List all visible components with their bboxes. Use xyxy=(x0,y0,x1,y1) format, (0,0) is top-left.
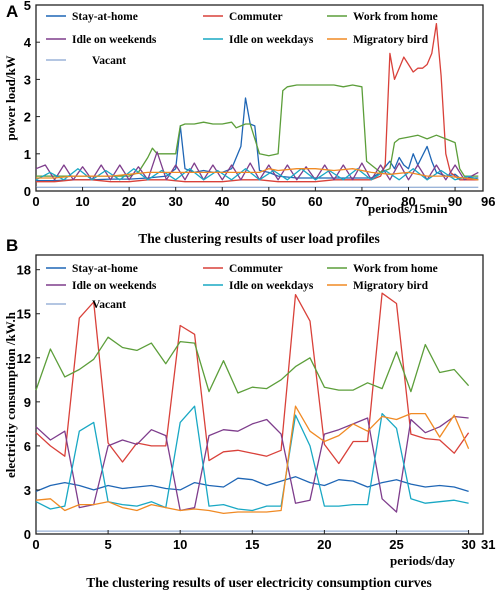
chart-b-x-tick-label: 15 xyxy=(245,537,259,552)
chart-a-y-tick-label: 2 xyxy=(24,110,31,125)
chart-b-panel-label: B xyxy=(6,236,18,255)
chart-a-x-tick-label: 80 xyxy=(401,194,415,209)
chart-a-legend-label-commuter: Commuter xyxy=(229,11,283,23)
chart-a-x-ticks: 0 10 20 30 40 50 60 70 80 90 96 xyxy=(32,187,495,209)
chart-a-x-tick-label: 0 xyxy=(32,194,39,209)
chart-b-y-tick-label: 12 xyxy=(17,351,31,366)
chart-a-plot-frame xyxy=(35,4,484,192)
chart-b-y-tick-label: 6 xyxy=(24,439,31,454)
chart-a-x-tick-label: 50 xyxy=(262,194,276,209)
chart-a-x-tick-label: 60 xyxy=(308,194,322,209)
chart-a-x-tick-label: 70 xyxy=(355,194,369,209)
chart-b-series-work-from-home xyxy=(35,336,470,394)
chart-a-y-ticks: 0 1 2 3 4 5 xyxy=(24,0,40,199)
chart-b-x-tick-label: 20 xyxy=(317,537,331,552)
chart-a-y-tick-label: 4 xyxy=(24,35,32,50)
chart-b-series-commuter xyxy=(35,292,470,465)
chart-b-series-stay-at-home xyxy=(35,476,469,493)
chart-a-title: The clustering results of user load prof… xyxy=(138,231,380,246)
chart-a-series-stay-at-home xyxy=(36,97,479,182)
chart-b-legend-label-idle-on-weekends: Idle on weekends xyxy=(72,280,157,292)
chart-a-y-tick-label: 3 xyxy=(24,72,31,87)
chart-b-legend-label-migratory-bird: Migratory bird xyxy=(353,280,429,292)
chart-b-x-axis-label: periods/day xyxy=(390,553,456,568)
chart-a-y-tick-label: 1 xyxy=(24,147,31,162)
chart-b-x-tick-label: 0 xyxy=(32,537,39,552)
chart-a-x-tick-label: 10 xyxy=(75,194,89,209)
chart-b-y-axis-label: electricity consumption /kW.h xyxy=(3,311,18,478)
chart-a-legend-label-stay-at-home: Stay-at-home xyxy=(72,11,138,23)
chart-b-legend-label-idle-on-weekdays: Idle on weekdays xyxy=(229,280,314,292)
chart-b-legend-label-commuter: Commuter xyxy=(229,263,283,275)
chart-b-title: The clustering results of user electrici… xyxy=(86,575,432,590)
chart-b-x-tick-label: 31 xyxy=(481,537,495,552)
chart-b-y-tick-label: 18 xyxy=(17,263,31,278)
chart-b-x-tick-label: 30 xyxy=(461,537,475,552)
chart-b-series-group xyxy=(35,292,470,532)
chart-a-y-tick-label: 5 xyxy=(24,0,31,13)
chart-b-y-ticks: 0 3 6 9 12 15 18 xyxy=(17,263,40,542)
chart-a-x-tick-label: 90 xyxy=(448,194,462,209)
chart-a-series-idle-on-weekends xyxy=(35,151,479,181)
chart-a-legend-label-idle-on-weekdays: Idle on weekdays xyxy=(229,34,314,46)
chart-b-y-tick-label: 0 xyxy=(24,527,31,542)
chart-b-x-tick-label: 25 xyxy=(389,537,403,552)
chart-a-legend-label-idle-on-weekends: Idle on weekends xyxy=(72,34,157,46)
chart-a-y-axis-label: power load/kW xyxy=(3,55,18,140)
chart-b-series-idle-on-weekdays xyxy=(35,405,469,512)
chart-a-x-axis-label: periods/15min xyxy=(368,201,448,216)
chart-a-legend-label-work-from-home: Work from home xyxy=(353,11,438,23)
chart-b-x-tick-label: 10 xyxy=(173,537,187,552)
chart-a-legend-label-vacant: Vacant xyxy=(92,55,126,67)
chart-b-legend-label-work-from-home: Work from home xyxy=(353,263,438,275)
chart-b-legend-label-vacant: Vacant xyxy=(92,299,126,311)
chart-a: A 0 10 20 30 40 50 60 70 80 90 96 0 1 2 3 4 5 Stay-at-h… xyxy=(3,0,495,246)
chart-b-legend-label-stay-at-home: Stay-at-home xyxy=(72,263,138,275)
chart-a-x-tick-label: 40 xyxy=(215,194,229,209)
chart-a-series-commuter xyxy=(36,22,479,183)
chart-b-x-tick-label: 5 xyxy=(104,537,111,552)
chart-a-x-tick-label: 96 xyxy=(481,194,495,209)
chart-a-series-migratory-bird xyxy=(36,168,479,181)
chart-b-plot-frame xyxy=(35,254,484,535)
chart-b-series-migratory-bird xyxy=(35,405,470,515)
chart-b-y-tick-label: 9 xyxy=(24,395,31,410)
chart-a-gridless-area xyxy=(35,4,484,192)
chart-a-series-group xyxy=(35,22,479,188)
chart-b-series-idle-on-weekends xyxy=(35,415,469,513)
chart-a-legend: Stay-at-home Commuter Work from home Idle o… xyxy=(46,11,438,67)
chart-b-x-ticks: 0 5 10 15 20 25 30 31 xyxy=(32,530,495,552)
chart-a-y-tick-label: 0 xyxy=(24,184,31,199)
chart-b-y-tick-label: 3 xyxy=(24,483,31,498)
chart-b: B 0 5 10 15 20 25 30 31 0 3 6 9 12 15 18 Stay-at-home… xyxy=(3,236,495,590)
chart-b-legend: Stay-at-home Commuter Work from home Idle o… xyxy=(46,263,438,311)
chart-a-x-tick-label: 20 xyxy=(122,194,136,209)
chart-a-panel-label: A xyxy=(6,2,18,21)
chart-a-legend-label-migratory-bird: Migratory bird xyxy=(353,34,429,46)
chart-a-series-work-from-home xyxy=(36,84,479,177)
chart-a-x-tick-label: 30 xyxy=(168,194,182,209)
chart-b-y-tick-label: 15 xyxy=(17,307,31,322)
